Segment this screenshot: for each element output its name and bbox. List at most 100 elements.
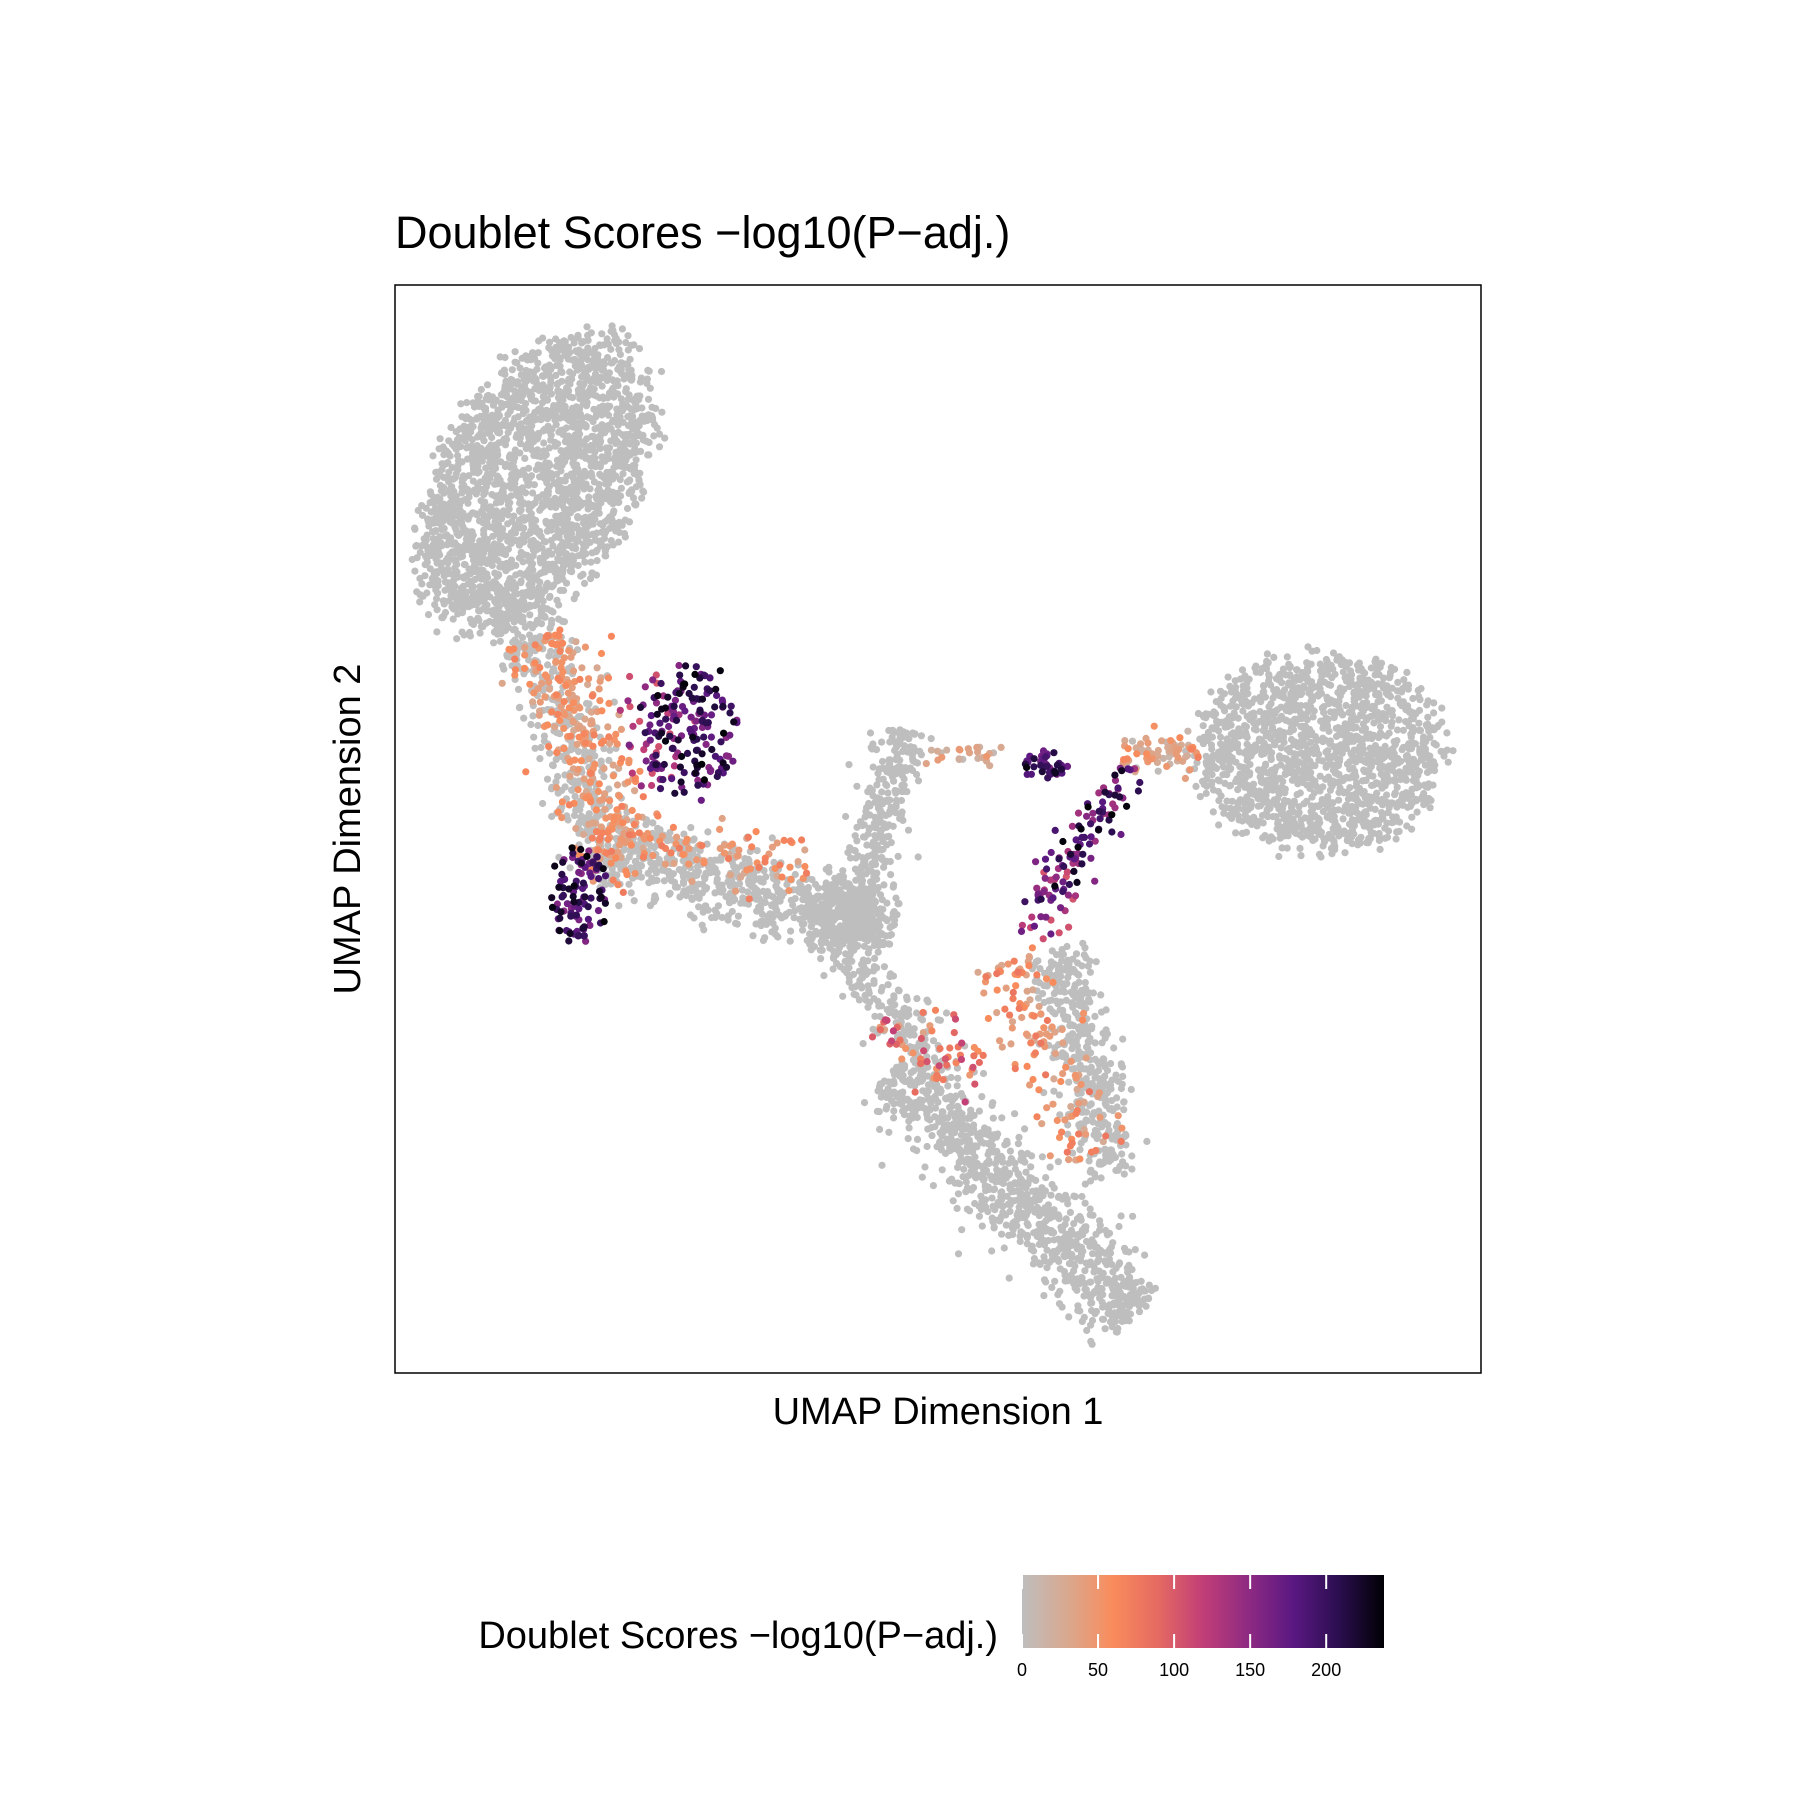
data-point xyxy=(534,721,542,730)
data-point xyxy=(473,414,481,422)
data-point xyxy=(1215,797,1223,805)
data-point xyxy=(564,559,572,567)
data-point xyxy=(549,665,558,673)
data-point xyxy=(1321,716,1329,724)
data-point xyxy=(622,447,630,455)
data-point xyxy=(1259,834,1267,842)
data-point xyxy=(1265,703,1273,711)
data-point xyxy=(645,438,653,446)
data-point xyxy=(885,832,893,841)
data-point xyxy=(1296,844,1304,853)
data-point xyxy=(514,685,523,694)
data-point xyxy=(520,714,528,722)
data-point xyxy=(469,509,477,517)
data-point xyxy=(600,394,608,403)
data-point xyxy=(444,459,452,467)
data-point xyxy=(680,878,688,886)
data-point xyxy=(1399,698,1407,706)
data-point xyxy=(575,748,583,756)
data-point xyxy=(1402,752,1410,760)
data-point xyxy=(660,877,669,885)
data-point xyxy=(1420,801,1428,809)
data-point xyxy=(487,503,495,511)
data-point xyxy=(531,744,539,752)
data-point xyxy=(416,548,424,557)
data-point xyxy=(511,597,519,606)
data-point xyxy=(776,887,784,895)
data-point xyxy=(566,864,574,872)
data-point xyxy=(1444,758,1452,766)
data-point xyxy=(561,783,569,791)
data-point xyxy=(559,575,567,583)
data-point xyxy=(1281,770,1289,778)
data-point xyxy=(534,596,542,604)
data-point xyxy=(817,955,825,963)
data-point xyxy=(755,903,763,911)
data-point xyxy=(596,520,605,528)
data-point xyxy=(1296,831,1304,839)
data-point xyxy=(601,372,610,380)
data-point xyxy=(666,889,674,897)
data-point xyxy=(1317,853,1325,861)
data-point xyxy=(594,435,602,443)
data-point xyxy=(502,422,510,430)
data-point xyxy=(519,410,527,418)
data-point xyxy=(1364,734,1372,742)
data-point xyxy=(540,549,549,558)
data-point xyxy=(1359,745,1367,753)
data-point xyxy=(1208,745,1216,753)
data-point xyxy=(1413,808,1421,816)
data-point xyxy=(1404,707,1412,715)
data-point xyxy=(1409,726,1417,734)
data-point xyxy=(693,863,702,871)
data-point xyxy=(581,396,589,404)
data-point xyxy=(1319,842,1327,850)
data-point xyxy=(1254,802,1262,810)
data-point xyxy=(1385,804,1393,812)
data-point xyxy=(790,914,798,922)
data-point xyxy=(464,515,472,523)
data-point xyxy=(620,375,628,383)
data-point xyxy=(1314,802,1322,811)
data-point xyxy=(469,590,477,599)
data-point xyxy=(483,579,491,587)
data-point xyxy=(433,606,441,614)
data-point xyxy=(1332,724,1340,732)
data-point xyxy=(1209,711,1218,720)
data-point xyxy=(1287,735,1296,744)
data-point xyxy=(1375,829,1383,838)
data-point xyxy=(500,507,508,515)
data-point xyxy=(494,414,502,422)
data-point xyxy=(1341,849,1349,857)
data-point xyxy=(491,454,499,462)
data-point xyxy=(569,474,578,482)
data-point xyxy=(1381,834,1389,842)
data-point xyxy=(471,575,479,584)
data-point xyxy=(1424,713,1432,721)
data-point xyxy=(459,528,467,536)
data-point xyxy=(494,630,502,638)
data-point xyxy=(555,601,563,609)
data-point xyxy=(1366,835,1374,843)
data-point xyxy=(1245,771,1254,779)
data-point xyxy=(1248,699,1256,707)
data-point xyxy=(617,492,625,500)
data-point xyxy=(728,907,736,916)
data-point xyxy=(512,449,520,457)
data-point xyxy=(572,806,580,815)
data-point xyxy=(1293,701,1301,710)
data-point xyxy=(1387,722,1395,730)
data-point xyxy=(610,393,618,401)
data-point xyxy=(1367,762,1375,771)
data-point xyxy=(1395,716,1403,724)
data-point xyxy=(429,581,437,589)
data-point xyxy=(618,325,627,333)
data-point xyxy=(1359,720,1367,728)
data-point xyxy=(1216,733,1225,741)
data-point xyxy=(517,498,525,506)
data-point xyxy=(510,379,519,387)
data-point xyxy=(536,578,544,586)
data-point xyxy=(541,613,549,621)
data-point xyxy=(521,454,529,462)
data-point xyxy=(457,592,465,600)
